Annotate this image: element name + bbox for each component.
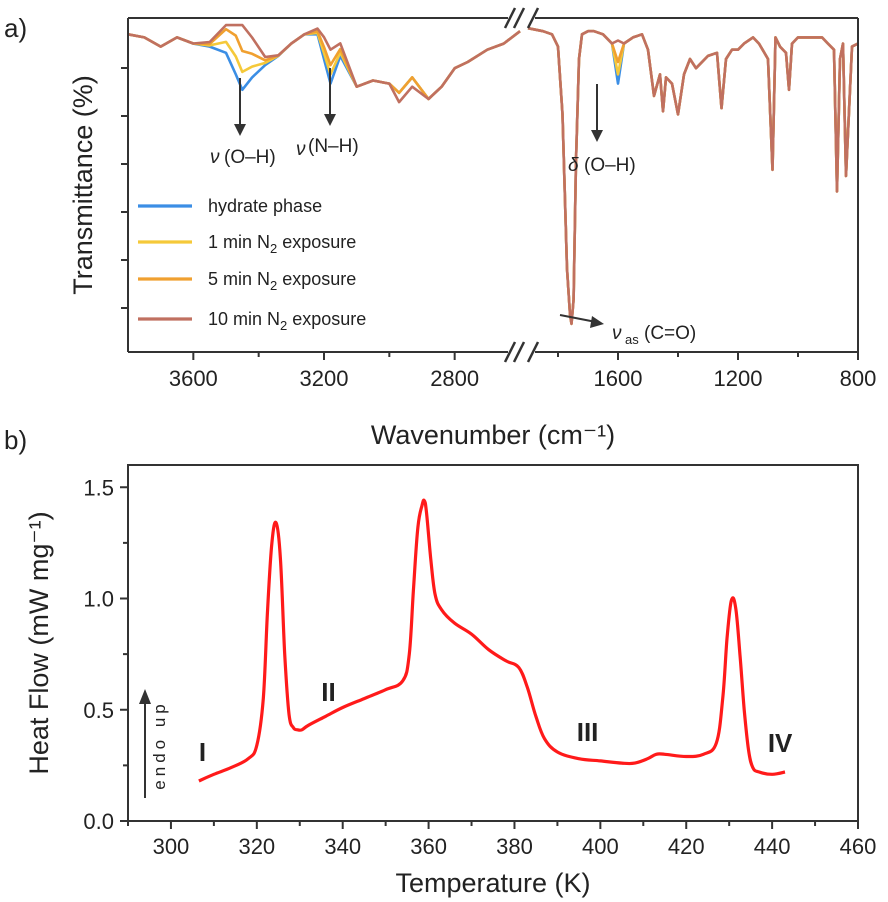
dsc-x-tick-label-380: 380: [496, 834, 533, 859]
ir-series-line-4-high: [127, 23, 521, 104]
endo-up-indicator: endo up: [139, 689, 169, 798]
ir-x-tick-label-3200: 3200: [300, 366, 349, 391]
dsc-region-label-ii: II: [321, 677, 335, 707]
legend-label-4: 10 min N2 exposure: [208, 309, 366, 333]
ir-x-axis-label: Wavenumber (cm⁻¹): [371, 420, 615, 450]
dsc-x-tick-label-420: 420: [668, 834, 705, 859]
dsc-y-tick-label: 0.0: [83, 809, 114, 834]
dsc-region-label-iii: III: [577, 717, 599, 747]
dsc-axes-frame: [127, 464, 859, 822]
annotation-oh-bend-text: (O–H): [584, 155, 636, 176]
annotation-oh-stretch: ν (O–H): [210, 78, 276, 168]
dsc-x-tick-label-440: 440: [754, 834, 791, 859]
ir-spectrum-panel: a) 3600 3200 2800 1600: [4, 7, 877, 450]
ir-x-tick-label-2800: 2800: [430, 366, 479, 391]
dsc-panel: b) 300 320 340 360 380 400 420 440 460 0.0 0.5 1.0 1…: [4, 425, 876, 898]
dsc-x-tick-label-340: 340: [324, 834, 361, 859]
annotation-nh-stretch-symbol: ν: [296, 139, 306, 160]
annotation-oh-stretch-symbol: ν: [210, 147, 220, 168]
ir-series-group: [127, 23, 859, 326]
dsc-region-label-i: I: [199, 737, 206, 767]
annotation-oh-bend: δ (O–H): [568, 84, 636, 176]
annotation-nh-stretch-text: (N–H): [308, 136, 359, 157]
annotation-co-stretch: ν as (C=O): [559, 314, 696, 347]
panel-b-label: b): [4, 425, 27, 455]
annotation-co-stretch-text: (C=O): [644, 323, 696, 344]
ir-y-ticks: [121, 67, 128, 309]
legend-label-2: 1 min N2 exposure: [208, 232, 356, 256]
legend-label-1: hydrate phase: [208, 196, 322, 216]
dsc-x-tick-label-320: 320: [238, 834, 275, 859]
dsc-x-axis-label: Temperature (K): [395, 868, 590, 898]
annotation-co-stretch-symbol: ν: [612, 323, 622, 344]
annotation-co-stretch-sub: as: [625, 332, 639, 347]
dsc-series-group: [198, 498, 786, 783]
ir-y-axis-label: Transmittance (%): [68, 75, 98, 295]
legend-label-3: 5 min N2 exposure: [208, 269, 356, 293]
ir-x-ticks: 3600 3200 2800 1600 1200 800: [169, 352, 877, 391]
annotation-oh-bend-symbol: δ: [568, 155, 579, 176]
dsc-x-tick-label-360: 360: [410, 834, 447, 859]
dsc-y-tick-label: 0.5: [83, 698, 114, 723]
panel-a-label: a): [4, 13, 27, 43]
ir-annotations: ν (O–H) ν (N–H) δ (O–H) ν as (C=O): [210, 68, 696, 347]
dsc-y-axis-label: Heat Flow (mW mg⁻¹): [24, 511, 54, 774]
ir-axes-frame: [127, 17, 859, 353]
ir-x-tick-label-1600: 1600: [594, 366, 643, 391]
endo-up-label: endo up: [150, 700, 169, 789]
dsc-x-tick-label-400: 400: [582, 834, 619, 859]
dsc-x-tick-label-300: 300: [153, 834, 190, 859]
ir-x-tick-label-1200: 1200: [714, 366, 763, 391]
dsc-y-tick-label: 1.0: [83, 587, 114, 612]
annotation-oh-stretch-text: (O–H): [224, 147, 276, 168]
axis-break-top: [503, 7, 540, 29]
ir-x-tick-label-800: 800: [840, 366, 877, 391]
ir-series-line-4-low: [527, 26, 859, 326]
ir-legend: hydrate phase 1 min N2 exposure 5 min N2 e…: [138, 196, 366, 333]
dsc-y-tick-label: 1.5: [83, 475, 114, 500]
dsc-ticks: 300 320 340 360 380 400 420 440 460 0.0 0.5 1.0 1.5: [83, 475, 876, 859]
dsc-curve: [198, 498, 786, 783]
ir-x-tick-label-3600: 3600: [169, 366, 218, 391]
annotation-nh-stretch: ν (N–H): [296, 68, 359, 160]
dsc-x-tick-label-460: 460: [840, 834, 877, 859]
dsc-region-label-iv: IV: [768, 728, 793, 758]
axis-break-bottom: [503, 341, 540, 363]
